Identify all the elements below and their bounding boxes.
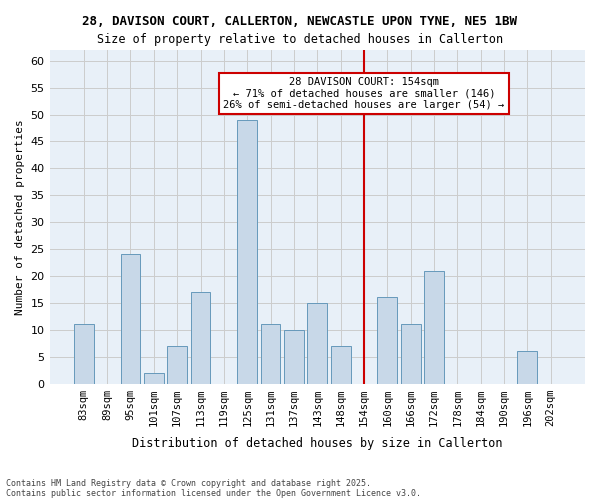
Bar — [284, 330, 304, 384]
Bar — [191, 292, 211, 384]
Bar — [424, 270, 444, 384]
X-axis label: Distribution of detached houses by size in Callerton: Distribution of detached houses by size … — [132, 437, 503, 450]
Bar — [144, 373, 164, 384]
Y-axis label: Number of detached properties: Number of detached properties — [15, 119, 25, 314]
Bar — [331, 346, 350, 384]
Bar — [517, 352, 538, 384]
Bar — [74, 324, 94, 384]
Bar — [307, 303, 327, 384]
Bar — [167, 346, 187, 384]
Text: Size of property relative to detached houses in Callerton: Size of property relative to detached ho… — [97, 32, 503, 46]
Bar — [121, 254, 140, 384]
Text: 28 DAVISON COURT: 154sqm
← 71% of detached houses are smaller (146)
26% of semi-: 28 DAVISON COURT: 154sqm ← 71% of detach… — [223, 77, 505, 110]
Text: 28, DAVISON COURT, CALLERTON, NEWCASTLE UPON TYNE, NE5 1BW: 28, DAVISON COURT, CALLERTON, NEWCASTLE … — [83, 15, 517, 28]
Bar — [401, 324, 421, 384]
Text: Contains HM Land Registry data © Crown copyright and database right 2025.: Contains HM Land Registry data © Crown c… — [6, 478, 371, 488]
Bar — [377, 298, 397, 384]
Bar — [260, 324, 280, 384]
Bar — [238, 120, 257, 384]
Text: Contains public sector information licensed under the Open Government Licence v3: Contains public sector information licen… — [6, 488, 421, 498]
